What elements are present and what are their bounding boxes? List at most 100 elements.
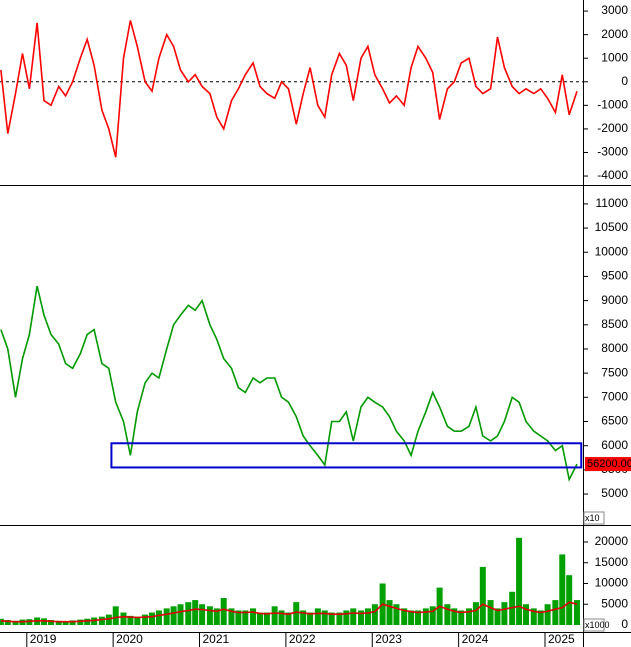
y-tick-label: -3000 <box>597 145 628 159</box>
y-tick-label: -2000 <box>597 121 628 135</box>
y-tick-label: 7000 <box>601 390 628 404</box>
volume-bar <box>271 606 278 625</box>
x-tick-label: 2019 <box>30 632 57 646</box>
y-tick-label: 15000 <box>595 555 629 569</box>
volume-bar <box>105 614 112 625</box>
volume-bar <box>516 537 523 625</box>
volume-bar <box>199 604 206 625</box>
y-tick-label: 6500 <box>601 414 628 428</box>
y-tick-label: 8000 <box>601 341 628 355</box>
volume-bar <box>213 608 220 625</box>
y-tick-label: 0 <box>621 74 628 88</box>
volume-bar <box>307 612 314 625</box>
volume-bar <box>206 606 213 625</box>
x-tick-label: 2021 <box>203 632 230 646</box>
y-tick-label: 20000 <box>595 534 629 548</box>
x-tick-label: 2024 <box>462 632 489 646</box>
y-tick-label: 5000 <box>601 596 628 610</box>
volume-bar <box>55 620 62 625</box>
volume-bar <box>350 608 357 625</box>
volume-bar <box>544 604 551 625</box>
y-tick-label: 3000 <box>601 3 628 17</box>
volume-bar <box>336 612 343 625</box>
volume-bar <box>328 612 335 625</box>
volume-bar <box>47 620 54 625</box>
volume-bar <box>84 618 91 625</box>
volume-bar <box>293 602 300 625</box>
volume-bar <box>69 620 76 625</box>
volume-bar <box>401 608 408 625</box>
y-tick-label: -1000 <box>597 98 628 112</box>
volume-bar <box>573 600 580 625</box>
volume-bar <box>120 612 127 625</box>
volume-bar <box>185 602 192 625</box>
volume-bar <box>530 608 537 625</box>
price-tag <box>585 457 631 472</box>
y-tick-label: 8500 <box>601 317 628 331</box>
volume-bar <box>487 600 494 625</box>
volume-bar <box>12 620 19 625</box>
unit-box <box>583 511 605 525</box>
volume-bar <box>256 612 263 625</box>
unit-label: x10 <box>585 513 600 523</box>
volume-bar <box>77 619 84 625</box>
volume-bar <box>41 618 48 625</box>
y-tick-label: 11000 <box>596 196 629 210</box>
volume-bar <box>415 610 422 625</box>
volume-bar <box>343 610 350 625</box>
y-tick-label: -4000 <box>597 168 628 182</box>
unit-box <box>583 618 605 632</box>
volume-bar <box>422 608 429 625</box>
volume-bar <box>127 615 134 625</box>
volume-bar <box>479 566 486 625</box>
volume-bar <box>155 610 162 625</box>
x-tick-label: 2020 <box>116 632 143 646</box>
volume-bar <box>62 621 69 625</box>
volume-bar <box>170 606 177 625</box>
volume-bar <box>429 606 436 625</box>
volume-bar <box>163 608 170 625</box>
price-tag-label: 56200.00 <box>587 458 631 470</box>
volume-bar <box>142 614 149 625</box>
y-tick-label: 2000 <box>601 27 628 41</box>
x-tick-label: 2023 <box>375 632 402 646</box>
volume-bar <box>263 612 270 625</box>
y-tick-label: 0 <box>621 617 628 631</box>
volume-bar <box>134 616 141 625</box>
x-tick-label: 2025 <box>548 632 575 646</box>
volume-bar <box>300 610 307 625</box>
volume-bar <box>4 620 11 625</box>
volume-bar <box>537 610 544 625</box>
volume-bar <box>149 612 156 625</box>
y-tick-label: 7500 <box>601 365 628 379</box>
x-tick-label: 2022 <box>289 632 316 646</box>
volume-bar <box>559 554 566 625</box>
volume-bar <box>321 610 328 625</box>
volume-bar <box>250 608 257 625</box>
unit-label: x1000 <box>585 620 610 630</box>
series-line <box>0 601 578 623</box>
volume-bar <box>408 610 415 625</box>
volume-bar <box>314 608 321 625</box>
volume-bar <box>472 602 479 625</box>
y-tick-label: 9000 <box>601 293 628 307</box>
volume-bar <box>112 606 119 625</box>
volume-bar <box>177 604 184 625</box>
y-tick-label: 10000 <box>595 576 629 590</box>
volume-bar <box>444 604 451 625</box>
volume-bar <box>285 612 292 625</box>
volume-bar <box>465 608 472 625</box>
y-tick-label: 1000 <box>601 50 628 64</box>
series-line <box>0 285 578 482</box>
volume-bar <box>98 616 105 625</box>
volume-bar <box>0 618 4 625</box>
volume-bar <box>220 598 227 625</box>
y-tick-label: 5000 <box>601 486 628 500</box>
volume-bar <box>192 600 199 625</box>
volume-bar <box>228 608 235 625</box>
volume-bar <box>501 602 508 625</box>
y-tick-label: 6000 <box>601 438 628 452</box>
volume-bar <box>552 600 559 625</box>
